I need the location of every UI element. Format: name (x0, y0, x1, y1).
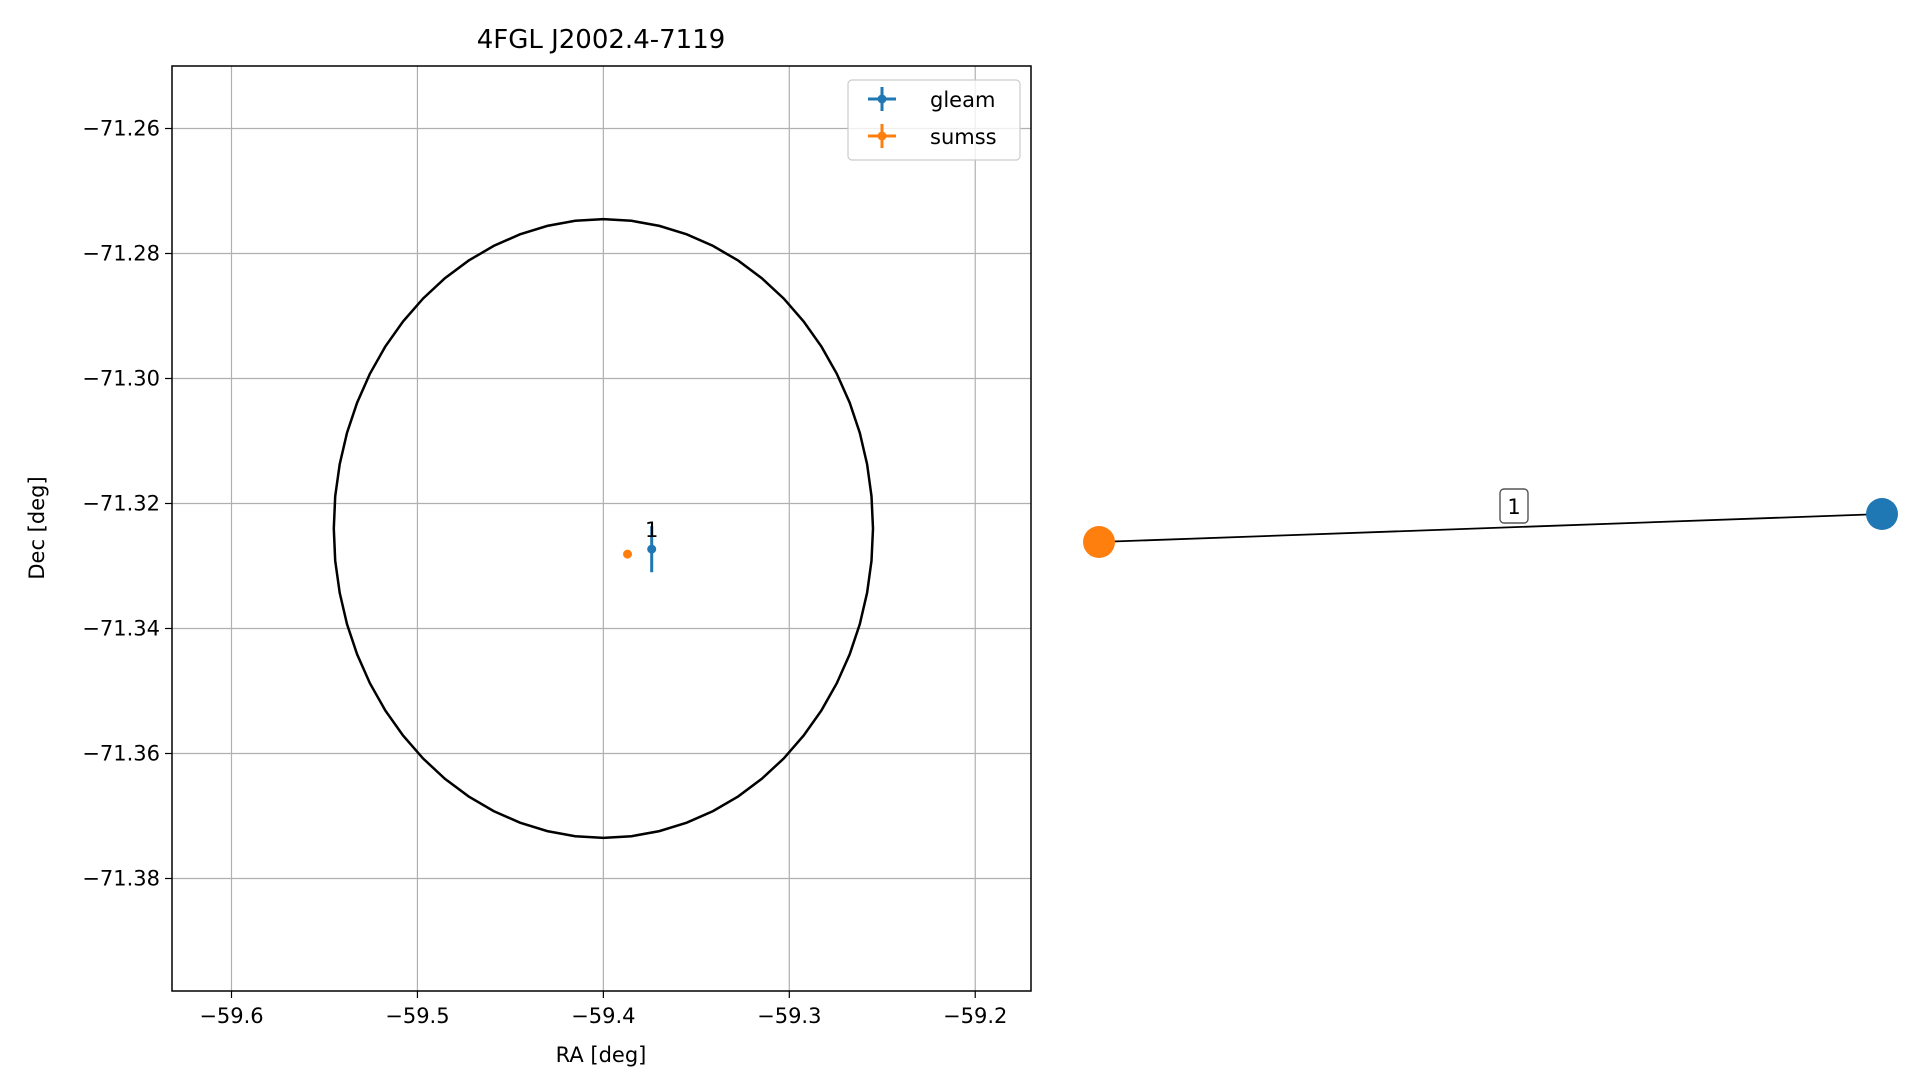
plot-frame (171, 65, 1032, 992)
x-tick-label: −59.5 (385, 1004, 449, 1028)
x-tick-label: −59.4 (571, 1004, 635, 1028)
edge-label-text: 1 (1507, 495, 1520, 519)
marker-gleam (647, 544, 657, 554)
chart-title: 4FGL J2002.4-7119 (477, 25, 726, 55)
legend-label-gleam: gleam (930, 88, 995, 112)
data-point-sumss (623, 549, 633, 559)
marker-sumss (623, 549, 633, 559)
y-tick-label: −71.36 (82, 742, 160, 766)
plot-background (172, 66, 1031, 991)
error-ellipse-layer (332, 217, 875, 840)
legend: gleam sumss (847, 79, 1021, 161)
network-edge-label: 1 (1499, 488, 1529, 524)
y-tick-label: −71.32 (82, 492, 160, 516)
y-tick-label: −71.28 (82, 242, 160, 266)
legend-marker-sumss (868, 124, 896, 148)
x-axis-label: RA [deg] (556, 1043, 647, 1067)
x-ticks: −59.6 −59.5 −59.4 −59.3 −59.2 (199, 991, 1007, 1028)
point-annotation: 1 (645, 518, 658, 542)
error-ellipse (332, 217, 875, 840)
network-node-sumss (1083, 526, 1115, 558)
x-tick-label: −59.2 (943, 1004, 1007, 1028)
x-tick-label: −59.3 (757, 1004, 821, 1028)
legend-label-sumss: sumss (930, 125, 997, 149)
network-panel: 1 (1083, 488, 1898, 558)
network-node-gleam (1866, 498, 1898, 530)
network-edge (1098, 513, 1883, 543)
data-points: 1 (623, 518, 658, 573)
y-tick-label: −71.38 (82, 867, 160, 891)
y-axis-label: Dec [deg] (25, 476, 49, 579)
scatter-panel: 1 −59.6 −59.5 −59.4 −59.3 −59.2 −71.26 −71.28… (25, 25, 1032, 1067)
y-tick-label: −71.26 (82, 117, 160, 141)
x-tick-label: −59.6 (199, 1004, 263, 1028)
data-point-gleam: 1 (645, 518, 658, 573)
edge-label-box (1499, 488, 1529, 524)
legend-marker-gleam (868, 87, 896, 111)
y-ticks: −71.26 −71.28 −71.30 −71.32 −71.34 −71.36 −71.… (82, 117, 172, 891)
y-tick-label: −71.30 (82, 367, 160, 391)
y-tick-label: −71.34 (82, 617, 160, 641)
